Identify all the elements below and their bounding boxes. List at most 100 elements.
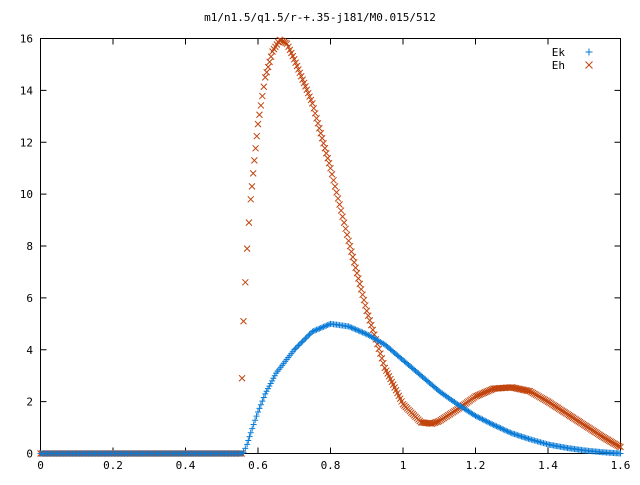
data-point — [617, 443, 624, 451]
data-point — [355, 275, 362, 282]
data-point — [339, 213, 346, 220]
data-point — [350, 259, 358, 266]
data-point — [353, 269, 361, 277]
data-point — [366, 317, 374, 324]
data-point — [337, 207, 345, 214]
data-point — [475, 414, 482, 421]
data-point — [247, 195, 255, 203]
data-point — [292, 345, 299, 352]
data-point — [472, 412, 479, 419]
data-point — [485, 419, 492, 426]
data-point — [348, 248, 355, 255]
data-point — [310, 104, 318, 112]
data-point — [306, 93, 313, 100]
data-point — [295, 66, 302, 73]
data-point — [243, 245, 251, 252]
data-point — [503, 427, 510, 434]
data-point — [262, 390, 269, 397]
data-point — [241, 278, 249, 286]
data-point — [252, 417, 259, 424]
data-point — [293, 62, 301, 70]
data-point — [356, 328, 363, 335]
data-point — [296, 69, 304, 77]
data-point — [342, 225, 349, 233]
data-point — [319, 324, 326, 331]
data-point — [367, 321, 375, 329]
data-point — [496, 424, 503, 431]
data-point — [263, 388, 270, 395]
data-point — [333, 189, 340, 196]
data-point — [303, 86, 311, 94]
data-point — [263, 68, 271, 76]
plot-frame — [40, 38, 621, 454]
data-point — [478, 415, 485, 422]
data-point — [264, 385, 271, 392]
data-point — [348, 324, 355, 331]
data-point — [480, 417, 487, 424]
data-point — [266, 383, 273, 390]
data-point — [375, 345, 383, 353]
data-point — [259, 398, 266, 405]
data-point — [316, 325, 323, 332]
data-point — [300, 79, 308, 87]
data-point — [267, 380, 274, 387]
data-point — [490, 421, 497, 428]
data-point — [292, 59, 299, 66]
x-tick-label: 0.6 — [248, 459, 268, 472]
data-point — [309, 99, 316, 107]
data-point — [486, 419, 493, 426]
data-point — [479, 416, 486, 423]
data-point — [240, 317, 247, 325]
data-point — [355, 327, 362, 334]
data-point — [493, 423, 500, 430]
data-point — [483, 418, 490, 425]
data-point — [378, 355, 386, 362]
data-point — [351, 325, 358, 332]
data-point — [323, 322, 330, 329]
data-point — [298, 339, 305, 346]
data-point — [585, 61, 593, 69]
data-point — [494, 423, 501, 430]
data-point — [317, 129, 325, 137]
data-point — [305, 332, 312, 339]
data-point — [266, 58, 273, 66]
data-point — [362, 330, 369, 337]
data-point — [260, 83, 268, 91]
data-point — [349, 253, 357, 261]
y-tick-label: 4 — [26, 344, 33, 357]
data-point — [482, 417, 489, 424]
data-point — [507, 429, 514, 436]
data-point — [295, 342, 302, 349]
data-point — [244, 441, 251, 448]
data-point — [346, 242, 354, 250]
data-point — [245, 219, 253, 227]
data-point — [321, 144, 329, 152]
data-point — [359, 291, 366, 299]
data-point — [306, 331, 313, 338]
data-point — [492, 422, 499, 429]
data-point — [242, 445, 249, 452]
data-point — [364, 312, 372, 319]
y-tick-label: 14 — [20, 84, 34, 97]
data-point — [245, 437, 252, 444]
data-point — [238, 374, 246, 382]
data-point — [267, 53, 275, 61]
data-point — [303, 334, 310, 341]
data-point — [500, 426, 507, 433]
data-point — [251, 157, 258, 164]
data-point — [321, 323, 328, 330]
data-point — [324, 322, 331, 329]
series-layer — [37, 36, 624, 457]
data-point — [258, 92, 266, 100]
x-tick-label: 0.2 — [103, 459, 123, 472]
data-point — [324, 154, 332, 162]
data-point — [322, 149, 330, 157]
data-point — [362, 302, 369, 309]
data-point — [247, 429, 254, 436]
data-point — [325, 159, 333, 167]
data-point — [256, 405, 263, 412]
data-point — [505, 428, 512, 435]
data-point — [334, 195, 342, 202]
data-point — [309, 328, 316, 335]
